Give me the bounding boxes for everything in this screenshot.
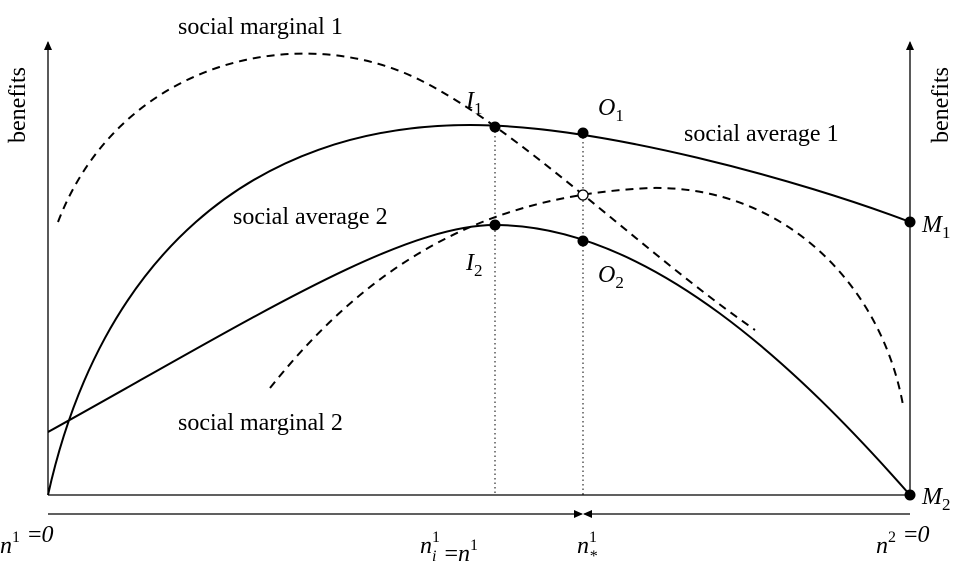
term-sup: 1 — [432, 529, 440, 546]
point-name: M — [921, 212, 944, 238]
curve-label: social marginal 2 — [178, 410, 343, 436]
point-name: M — [921, 484, 944, 510]
point-label: O2 — [598, 262, 624, 292]
term-sup: 1 — [470, 537, 478, 554]
point-index: 1 — [615, 106, 624, 125]
x-label: n2 =0 — [876, 522, 930, 559]
point-index: 2 — [615, 273, 624, 292]
point-label: I2 — [465, 250, 483, 280]
point-label: M1 — [921, 212, 951, 242]
term-base: 0 — [918, 522, 930, 548]
point-label: M2 — [921, 484, 951, 514]
point-index: 2 — [474, 261, 483, 280]
point — [577, 235, 589, 247]
term-sup: 2 — [888, 529, 896, 546]
point-name: O — [598, 95, 615, 121]
curve-label: social marginal 1 — [178, 14, 343, 40]
x-label: n1 * — [577, 529, 597, 561]
point — [577, 127, 589, 139]
point-name: O — [598, 262, 615, 288]
curve-label: social average 1 — [684, 121, 839, 147]
point-index: 1 — [942, 223, 951, 242]
point — [489, 219, 501, 231]
relation: = — [904, 522, 918, 548]
term-base: n — [876, 533, 888, 559]
term-sub: p — [469, 556, 478, 561]
point-label: O1 — [598, 95, 624, 125]
social-average-1-curve — [47, 123, 911, 496]
x-label: n1i=n1p — [420, 529, 478, 561]
point-name: I — [465, 88, 475, 114]
guides — [494, 127, 584, 495]
point — [904, 489, 916, 501]
term-sub: * — [589, 548, 597, 561]
relation: = — [444, 541, 458, 561]
left-axis-label: benefits — [5, 67, 31, 143]
point-name: I — [465, 250, 475, 276]
term-base: n — [420, 533, 432, 559]
term-sup: 1 — [12, 529, 20, 546]
point — [489, 121, 501, 133]
social-marginal-1-curve — [57, 52, 756, 331]
point-index: 2 — [942, 495, 951, 514]
term-base: n — [577, 533, 589, 559]
social-marginal-2-curve — [269, 186, 904, 406]
axes — [44, 41, 914, 518]
term-sub: i — [432, 548, 436, 561]
point-label: I1 — [465, 88, 483, 118]
curve-label: social average 2 — [233, 204, 388, 230]
term-sup: 1 — [589, 529, 597, 546]
term-base: n — [0, 533, 12, 559]
crossing-point — [577, 189, 589, 201]
x-label: n1 =0 — [0, 522, 54, 559]
term-base: 0 — [42, 522, 54, 548]
point-index: 1 — [474, 99, 483, 118]
right-axis-label: benefits — [928, 67, 954, 143]
point — [904, 216, 916, 228]
relation: = — [28, 522, 42, 548]
term-base: n — [458, 541, 470, 561]
